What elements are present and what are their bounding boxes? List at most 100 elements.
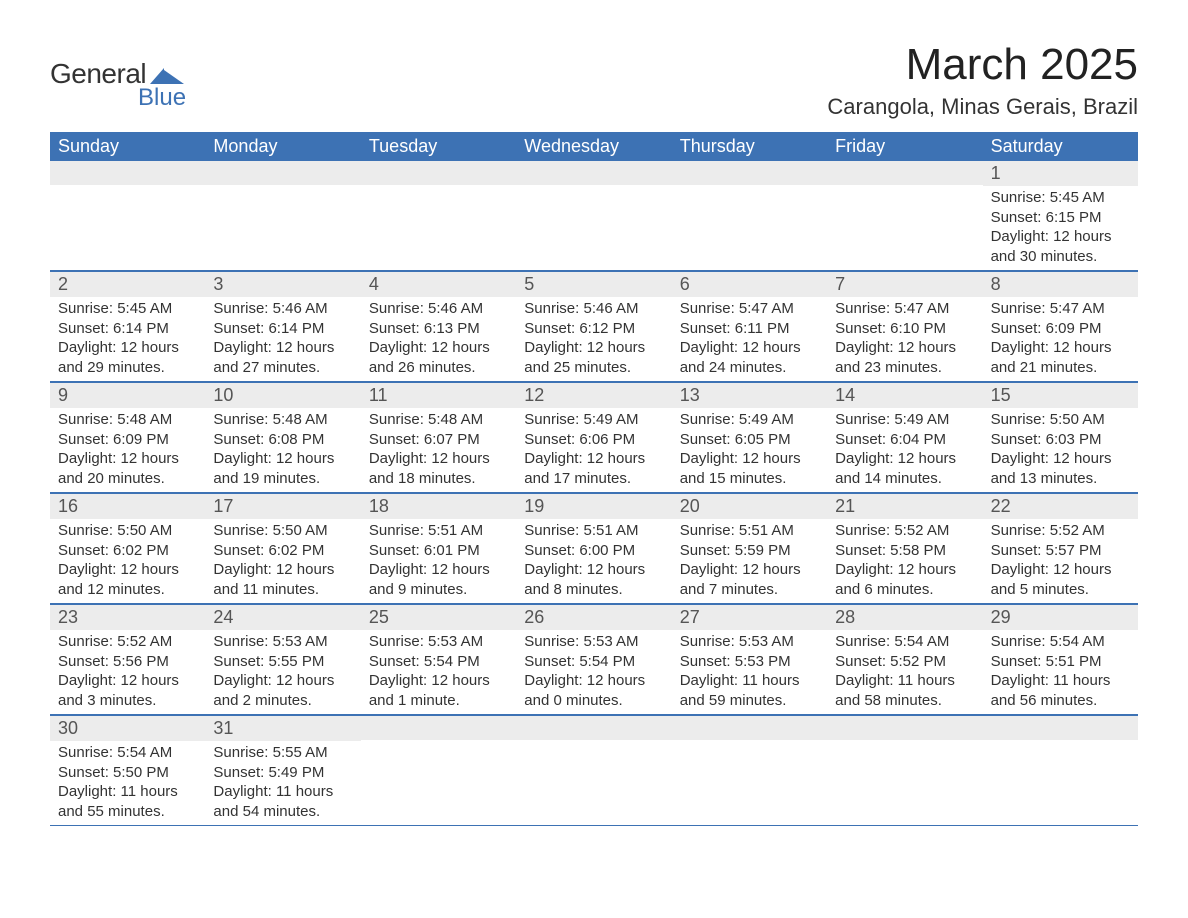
daylight-text-1: Daylight: 11 hours: [991, 671, 1130, 691]
day-number: 1: [983, 161, 1138, 186]
daylight-text-1: Daylight: 12 hours: [213, 338, 352, 358]
daylight-text-1: Daylight: 12 hours: [369, 560, 508, 580]
daylight-text-1: Daylight: 12 hours: [58, 671, 197, 691]
sunrise-text: Sunrise: 5:46 AM: [213, 299, 352, 319]
day-number: [50, 161, 205, 185]
sunrise-text: Sunrise: 5:46 AM: [524, 299, 663, 319]
day-number: 20: [672, 494, 827, 519]
daylight-text-1: Daylight: 12 hours: [991, 449, 1130, 469]
day-number: 21: [827, 494, 982, 519]
daylight-text-2: and 23 minutes.: [835, 358, 974, 378]
day-number: 3: [205, 272, 360, 297]
daylight-text-1: Daylight: 12 hours: [524, 449, 663, 469]
cell-body: Sunrise: 5:52 AMSunset: 5:57 PMDaylight:…: [983, 519, 1138, 603]
dow-sunday: Sunday: [50, 132, 205, 161]
day-number: [205, 161, 360, 185]
calendar-week: 2Sunrise: 5:45 AMSunset: 6:14 PMDaylight…: [50, 271, 1138, 382]
dow-friday: Friday: [827, 132, 982, 161]
daylight-text-2: and 9 minutes.: [369, 580, 508, 600]
calendar-cell: 30Sunrise: 5:54 AMSunset: 5:50 PMDayligh…: [50, 716, 205, 825]
cell-body: Sunrise: 5:53 AMSunset: 5:54 PMDaylight:…: [516, 630, 671, 714]
calendar-week: 9Sunrise: 5:48 AMSunset: 6:09 PMDaylight…: [50, 382, 1138, 493]
cell-body: Sunrise: 5:50 AMSunset: 6:02 PMDaylight:…: [50, 519, 205, 603]
sunset-text: Sunset: 6:10 PM: [835, 319, 974, 339]
sunrise-text: Sunrise: 5:55 AM: [213, 743, 352, 763]
cell-body: Sunrise: 5:53 AMSunset: 5:54 PMDaylight:…: [361, 630, 516, 714]
sunset-text: Sunset: 6:02 PM: [58, 541, 197, 561]
day-number: 17: [205, 494, 360, 519]
calendar-cell: 29Sunrise: 5:54 AMSunset: 5:51 PMDayligh…: [983, 605, 1138, 714]
daylight-text-2: and 58 minutes.: [835, 691, 974, 711]
sunrise-text: Sunrise: 5:50 AM: [991, 410, 1130, 430]
calendar-cell: 21Sunrise: 5:52 AMSunset: 5:58 PMDayligh…: [827, 494, 982, 603]
day-number: 19: [516, 494, 671, 519]
sunset-text: Sunset: 6:11 PM: [680, 319, 819, 339]
daylight-text-2: and 12 minutes.: [58, 580, 197, 600]
cell-body: Sunrise: 5:46 AMSunset: 6:14 PMDaylight:…: [205, 297, 360, 381]
cell-body: Sunrise: 5:50 AMSunset: 6:02 PMDaylight:…: [205, 519, 360, 603]
day-number: 25: [361, 605, 516, 630]
daylight-text-2: and 2 minutes.: [213, 691, 352, 711]
calendar-cell: 19Sunrise: 5:51 AMSunset: 6:00 PMDayligh…: [516, 494, 671, 603]
sunrise-text: Sunrise: 5:50 AM: [58, 521, 197, 541]
calendar-cell: [516, 716, 671, 825]
calendar-cell: 2Sunrise: 5:45 AMSunset: 6:14 PMDaylight…: [50, 272, 205, 381]
sunrise-text: Sunrise: 5:47 AM: [680, 299, 819, 319]
day-number: 26: [516, 605, 671, 630]
day-number: 9: [50, 383, 205, 408]
daylight-text-2: and 18 minutes.: [369, 469, 508, 489]
dow-thursday: Thursday: [672, 132, 827, 161]
day-number: 8: [983, 272, 1138, 297]
sunrise-text: Sunrise: 5:53 AM: [680, 632, 819, 652]
calendar-cell: 4Sunrise: 5:46 AMSunset: 6:13 PMDaylight…: [361, 272, 516, 381]
calendar-cell: 31Sunrise: 5:55 AMSunset: 5:49 PMDayligh…: [205, 716, 360, 825]
day-number: 18: [361, 494, 516, 519]
sunrise-text: Sunrise: 5:49 AM: [680, 410, 819, 430]
sunrise-text: Sunrise: 5:47 AM: [835, 299, 974, 319]
sunrise-text: Sunrise: 5:45 AM: [991, 188, 1130, 208]
sunrise-text: Sunrise: 5:45 AM: [58, 299, 197, 319]
day-number: [983, 716, 1138, 740]
sunset-text: Sunset: 5:56 PM: [58, 652, 197, 672]
calendar-cell: 11Sunrise: 5:48 AMSunset: 6:07 PMDayligh…: [361, 383, 516, 492]
calendar-cell: 8Sunrise: 5:47 AMSunset: 6:09 PMDaylight…: [983, 272, 1138, 381]
sunset-text: Sunset: 6:07 PM: [369, 430, 508, 450]
dow-wednesday: Wednesday: [516, 132, 671, 161]
cell-body: Sunrise: 5:48 AMSunset: 6:07 PMDaylight:…: [361, 408, 516, 492]
daylight-text-1: Daylight: 12 hours: [991, 338, 1130, 358]
daylight-text-2: and 20 minutes.: [58, 469, 197, 489]
sunset-text: Sunset: 5:49 PM: [213, 763, 352, 783]
sunset-text: Sunset: 6:03 PM: [991, 430, 1130, 450]
weeks-container: 1Sunrise: 5:45 AMSunset: 6:15 PMDaylight…: [50, 161, 1138, 826]
sunset-text: Sunset: 5:55 PM: [213, 652, 352, 672]
day-number: 31: [205, 716, 360, 741]
day-number: 28: [827, 605, 982, 630]
cell-body: Sunrise: 5:48 AMSunset: 6:09 PMDaylight:…: [50, 408, 205, 492]
daylight-text-2: and 14 minutes.: [835, 469, 974, 489]
sunrise-text: Sunrise: 5:48 AM: [369, 410, 508, 430]
day-number: 23: [50, 605, 205, 630]
daylight-text-2: and 27 minutes.: [213, 358, 352, 378]
logo-sub-text: Blue: [138, 84, 186, 112]
daylight-text-1: Daylight: 12 hours: [524, 338, 663, 358]
sunset-text: Sunset: 5:58 PM: [835, 541, 974, 561]
daylight-text-2: and 15 minutes.: [680, 469, 819, 489]
calendar-cell: [672, 161, 827, 270]
cell-body: Sunrise: 5:49 AMSunset: 6:06 PMDaylight:…: [516, 408, 671, 492]
day-number: [516, 716, 671, 740]
calendar-cell: 12Sunrise: 5:49 AMSunset: 6:06 PMDayligh…: [516, 383, 671, 492]
day-number: [672, 716, 827, 740]
daylight-text-2: and 3 minutes.: [58, 691, 197, 711]
calendar-cell: 24Sunrise: 5:53 AMSunset: 5:55 PMDayligh…: [205, 605, 360, 714]
sunrise-text: Sunrise: 5:52 AM: [835, 521, 974, 541]
cell-body: Sunrise: 5:49 AMSunset: 6:04 PMDaylight:…: [827, 408, 982, 492]
sunrise-text: Sunrise: 5:49 AM: [524, 410, 663, 430]
calendar-cell: 16Sunrise: 5:50 AMSunset: 6:02 PMDayligh…: [50, 494, 205, 603]
sunrise-text: Sunrise: 5:51 AM: [680, 521, 819, 541]
day-number: [672, 161, 827, 185]
sunset-text: Sunset: 6:14 PM: [58, 319, 197, 339]
daylight-text-2: and 29 minutes.: [58, 358, 197, 378]
sunset-text: Sunset: 6:06 PM: [524, 430, 663, 450]
sunrise-text: Sunrise: 5:54 AM: [991, 632, 1130, 652]
sunset-text: Sunset: 5:52 PM: [835, 652, 974, 672]
